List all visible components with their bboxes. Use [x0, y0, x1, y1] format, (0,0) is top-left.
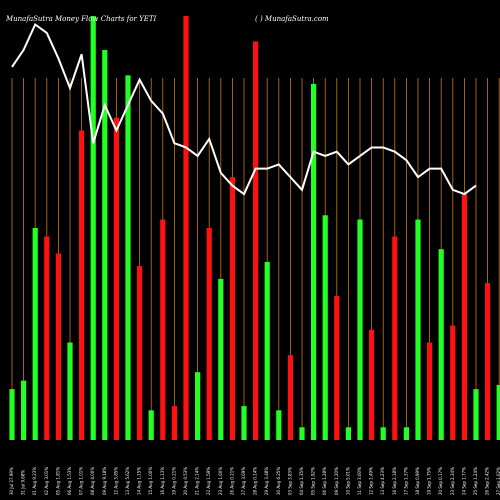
bar-up [9, 389, 15, 440]
bar-up [195, 372, 201, 440]
bar-down [253, 41, 259, 440]
x-tick-label: 20 Sep 0.17% [438, 467, 443, 495]
bar-down [55, 253, 61, 440]
bar-down [392, 236, 398, 440]
bar-up [148, 410, 154, 440]
bar-up [473, 389, 479, 440]
x-tick-label: 26 Aug 0.21% [229, 467, 234, 495]
x-tick-label: 09 Aug 9.18% [102, 467, 107, 495]
bar-up [218, 278, 224, 440]
x-tick-label: 04 Sep 1.35% [299, 467, 304, 495]
bar-down [485, 283, 491, 440]
bar-up [322, 215, 328, 440]
x-tick-label: 12 Aug 3.85% [113, 467, 118, 495]
x-tick-label: 27 Aug 3.69% [241, 467, 246, 495]
x-tick-label: 03 Sep 3.83% [287, 467, 292, 495]
bar-down [287, 355, 293, 440]
x-tick-label: 16 Aug 1.13% [160, 467, 165, 495]
x-tick-label: 29 Aug 3.48% [264, 467, 269, 495]
bar-up [21, 380, 27, 440]
x-tick-label: 16 Sep 2.18% [392, 467, 397, 495]
bar-down [461, 194, 467, 440]
x-tick-label: 30 Aug 6.25% [276, 467, 281, 495]
bar-down [450, 325, 456, 440]
bar-down [183, 16, 189, 440]
x-tick-label: 15 Aug 1.00% [148, 467, 153, 495]
bar-up [32, 228, 38, 440]
bar-down [44, 236, 50, 440]
x-tick-label: 20 Aug 0.53% [183, 467, 188, 495]
header-left-text: MunafaSutra Money Flow Charts for YETI [5, 15, 157, 23]
x-tick-label: 31 Jul 9.68% [21, 470, 26, 495]
x-tick-label: 14 Aug 1.15% [137, 467, 142, 495]
x-tick-label: 28 Aug 0.14% [253, 467, 258, 495]
bar-down [79, 130, 85, 441]
x-tick-label: 26 Sep 2.42% [485, 467, 490, 495]
x-tick-label: 01 Aug 9.23% [32, 467, 37, 495]
bar-up [345, 427, 351, 440]
x-tick-label: 05 Sep 1.92% [311, 467, 316, 495]
bar-up [415, 219, 421, 440]
x-tick-label: 06 Sep 1.28% [322, 467, 327, 495]
bar-down [171, 406, 177, 440]
bars [9, 16, 500, 441]
bar-down [334, 295, 340, 440]
bar-up [496, 384, 500, 440]
bar-up [90, 16, 96, 440]
price-line-layer [11, 22, 477, 196]
x-tick-label: 22 Aug 1.59% [206, 467, 211, 495]
bar-up [102, 49, 108, 441]
bar-down [369, 329, 375, 440]
x-tick-label: 13 Aug 5.62% [125, 467, 130, 495]
x-tick-label: 09 Sep 1.20% [334, 467, 339, 495]
bar-down [113, 117, 119, 440]
x-tick-label: 30 Jul 27.99% [9, 467, 14, 495]
x-tick-label: 21 Aug 2.14% [195, 467, 200, 495]
x-tick-label: 07 Aug 1.01% [79, 467, 84, 495]
bar-down [229, 177, 235, 440]
bar-up [299, 427, 305, 440]
x-tick-label: 08 Aug 4.00% [90, 467, 95, 495]
x-tick-label: 11 Sep 3.00% [357, 467, 362, 495]
x-tick-label: 19 Aug 0.21% [171, 467, 176, 495]
x-tick-label: 27 Sep 1.02% [496, 467, 500, 495]
x-tick-label: 23 Aug 1.60% [218, 467, 223, 495]
bar-up [403, 427, 409, 440]
bar-up [67, 342, 73, 440]
bar-up [241, 406, 247, 440]
x-tick-labels: 30 Jul 27.99% 31 Jul 9.68% 01 Aug 9.23% 02 … [9, 467, 500, 495]
bar-down [427, 342, 433, 440]
x-tick-label: 25 Sep 1.24% [473, 467, 478, 495]
bar-up [438, 249, 444, 440]
bar-up [357, 219, 363, 440]
x-tick-label: 02 Aug 3.01% [44, 467, 49, 495]
bar-up [276, 410, 282, 440]
bar-up [311, 83, 317, 440]
x-tick-label: 06 Aug 1.53% [67, 467, 72, 495]
bar-down [160, 219, 166, 440]
header-right-text: ( ) MunafaSutra.com [255, 15, 329, 23]
bar-down [206, 228, 212, 440]
x-tick-label: 23 Sep 2.34% [450, 467, 455, 495]
x-tick-label: 24 Sep 1.77% [461, 467, 466, 495]
x-tick-label: 05 Aug 1.81% [55, 467, 60, 495]
x-tick-label: 19 Sep 1.75% [427, 467, 432, 495]
x-tick-label: 13 Sep 4.23% [380, 467, 385, 495]
price-line [11, 22, 477, 196]
bar-up [380, 427, 386, 440]
bar-up [264, 261, 270, 440]
x-tick-label: 12 Sep 1.49% [369, 467, 374, 495]
x-tick-label: 17 Sep 1.37% [403, 467, 408, 495]
x-tick-label: 18 Sep 0.99% [415, 467, 420, 495]
x-tick-label: 10 Sep 5.01% [345, 467, 350, 495]
bar-down [137, 266, 143, 440]
bar-up [125, 75, 131, 441]
